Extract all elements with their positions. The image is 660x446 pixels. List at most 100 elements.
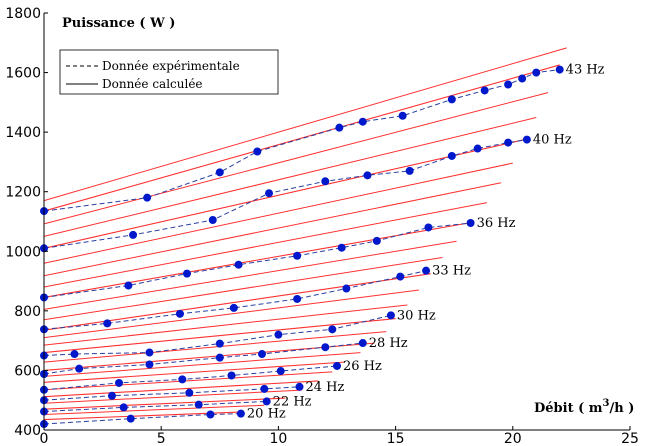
data-point	[422, 266, 431, 275]
curve-label: 20 Hz	[247, 407, 286, 422]
data-point	[333, 361, 341, 370]
calculated-line	[43, 389, 302, 404]
calculated-line	[43, 47, 567, 202]
calculated-line	[43, 331, 387, 363]
calculated-line	[43, 318, 396, 354]
calculated-line	[43, 138, 527, 249]
data-point	[274, 330, 283, 339]
data-point	[260, 384, 269, 393]
data-point	[466, 218, 475, 227]
data-point	[75, 364, 84, 373]
data-point	[518, 74, 527, 83]
legend-box	[59, 49, 279, 95]
calculated-line	[43, 352, 361, 377]
data-point	[386, 311, 395, 320]
data-point	[234, 260, 243, 269]
calculated-line	[43, 182, 502, 277]
data-point	[145, 360, 154, 369]
x-tick-label: 20	[504, 431, 522, 446]
calculated-line	[43, 361, 345, 383]
plot-lines	[43, 47, 567, 425]
data-point	[358, 117, 367, 126]
data-point	[293, 294, 302, 303]
curve-label: 30 Hz	[397, 308, 436, 323]
data-point	[424, 223, 433, 232]
calculated-line	[43, 397, 286, 410]
experimental-line	[43, 270, 427, 330]
data-point	[253, 147, 262, 156]
data-point	[194, 400, 203, 409]
data-point	[405, 166, 414, 175]
experimental-line	[43, 413, 241, 425]
curve-label: 28 Hz	[369, 336, 408, 351]
experimental-line	[43, 365, 338, 391]
data-point	[295, 382, 304, 391]
data-point	[473, 144, 482, 153]
x-tick-label: 0	[40, 431, 49, 446]
calculated-line	[43, 257, 443, 321]
y-tick-label: 1400	[5, 125, 41, 141]
data-point	[532, 68, 541, 77]
data-point	[337, 243, 346, 252]
data-point	[257, 350, 266, 359]
data-point	[185, 388, 194, 397]
data-point	[215, 168, 224, 177]
data-point	[447, 151, 456, 160]
axes	[43, 12, 631, 431]
y-tick-label: 800	[14, 304, 41, 320]
y-tick-label: 1800	[5, 6, 41, 22]
data-point	[215, 339, 224, 348]
curve-label: 33 Hz	[432, 264, 471, 279]
x-tick-label: 10	[269, 431, 287, 446]
data-point	[335, 123, 344, 132]
data-point	[208, 216, 217, 225]
data-point	[363, 171, 372, 180]
data-point	[175, 309, 184, 318]
data-point	[70, 350, 79, 359]
data-point	[480, 86, 489, 95]
legend-item-experimental: Donnée expérimentale	[102, 59, 240, 73]
legend-item-calculated: Donnée calculée	[102, 77, 203, 91]
data-point	[129, 230, 138, 239]
x-tick-label: 5	[157, 431, 166, 446]
calculated-line	[43, 64, 560, 212]
data-point	[447, 95, 456, 104]
data-point	[321, 177, 330, 186]
data-point	[119, 403, 128, 412]
data-point	[124, 281, 133, 290]
data-point	[398, 111, 407, 120]
data-point	[145, 348, 154, 357]
data-point	[206, 410, 215, 419]
data-point	[143, 193, 152, 202]
data-point	[293, 251, 302, 260]
y-tick-label: 1600	[5, 66, 41, 82]
curve-label: 36 Hz	[477, 216, 516, 231]
calculated-line	[43, 162, 513, 264]
calculated-line	[43, 202, 488, 288]
curve-label: 26 Hz	[343, 359, 382, 374]
calculated-line	[43, 371, 333, 391]
plot-points	[40, 65, 564, 429]
y-tick-label: 600	[14, 363, 41, 379]
data-point	[265, 189, 274, 198]
tick-labels: 0 5 10 15 20 25 400 600 800 1000 1200 1400 1600 1800	[5, 6, 639, 446]
x-axis-title-sup: 3	[603, 398, 610, 409]
data-point	[555, 65, 564, 74]
data-point	[372, 236, 381, 245]
calculated-line	[43, 404, 265, 416]
data-point	[396, 272, 405, 281]
y-tick-label: 1200	[5, 185, 41, 201]
data-point	[115, 378, 124, 387]
data-point	[328, 325, 337, 334]
x-axis-title-end: /h )	[610, 401, 635, 416]
y-axis-title: Puissance ( W )	[62, 16, 175, 31]
data-point	[321, 343, 330, 352]
data-point	[215, 353, 224, 362]
calculated-line	[43, 289, 420, 339]
calculated-line	[43, 117, 537, 237]
data-point	[358, 339, 367, 348]
experimental-line	[43, 400, 267, 412]
x-axis-title: Débit ( m3/h )	[534, 398, 634, 416]
